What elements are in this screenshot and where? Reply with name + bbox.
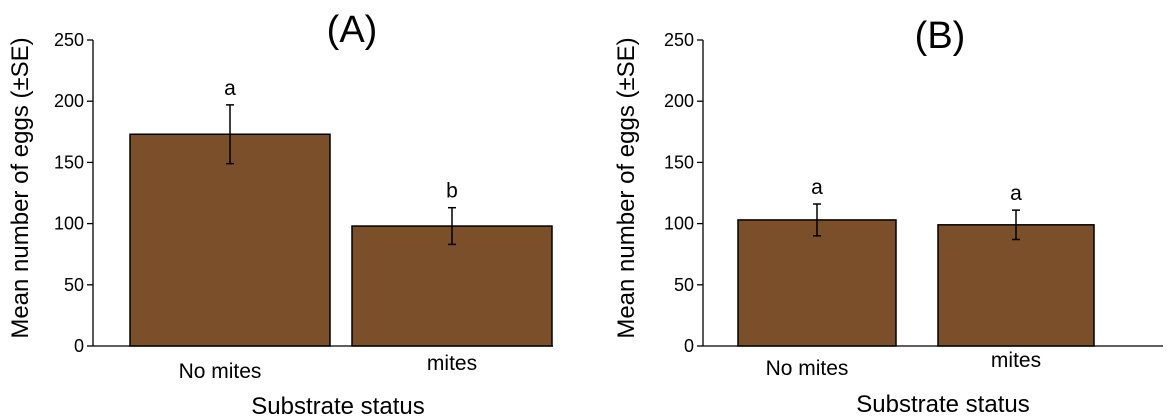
bar	[129, 133, 331, 347]
bar	[737, 219, 897, 347]
y-tick-label: 200	[664, 91, 694, 111]
y-tick-label: 50	[64, 275, 84, 295]
x-axis-title: Substrate status	[856, 391, 1029, 418]
y-tick-label: 0	[74, 336, 84, 356]
y-tick-label: 250	[664, 30, 694, 50]
y-axis-title: Mean number of eggs (±SE)	[613, 37, 640, 338]
y-tick-label: 250	[54, 30, 84, 50]
x-category-label: No mites	[179, 360, 262, 383]
x-category-label: mites	[991, 349, 1041, 372]
y-tick-label: 150	[664, 152, 694, 172]
significance-letter: a	[224, 77, 236, 100]
y-tick-label: 150	[54, 152, 84, 172]
y-tick-label: 50	[674, 275, 694, 295]
panel-title: (B)	[915, 15, 966, 57]
y-tick-label: 100	[54, 214, 84, 234]
chart-panel-b: 0 50 100 150 200 250 a No mites a mites Substrate …	[613, 15, 1163, 418]
bar	[351, 225, 553, 347]
y-axis-title: Mean number of eggs (±SE)	[7, 37, 34, 338]
panel-title: (A)	[327, 9, 378, 51]
chart-panel-a: 0 50 100 150 200 250 a No mites b mitesSubstrate …	[7, 9, 553, 420]
significance-letter: a	[811, 176, 823, 199]
y-tick-label: 100	[664, 214, 694, 234]
x-axis-title: Substrate status	[251, 393, 424, 420]
y-tick-label: 0	[684, 336, 694, 356]
bar	[937, 224, 1095, 347]
x-category-label: mites	[427, 352, 477, 375]
significance-letter: a	[1010, 182, 1022, 205]
y-tick-label: 200	[54, 91, 84, 111]
x-category-label: No mites	[766, 357, 849, 380]
significance-letter: b	[446, 180, 458, 203]
